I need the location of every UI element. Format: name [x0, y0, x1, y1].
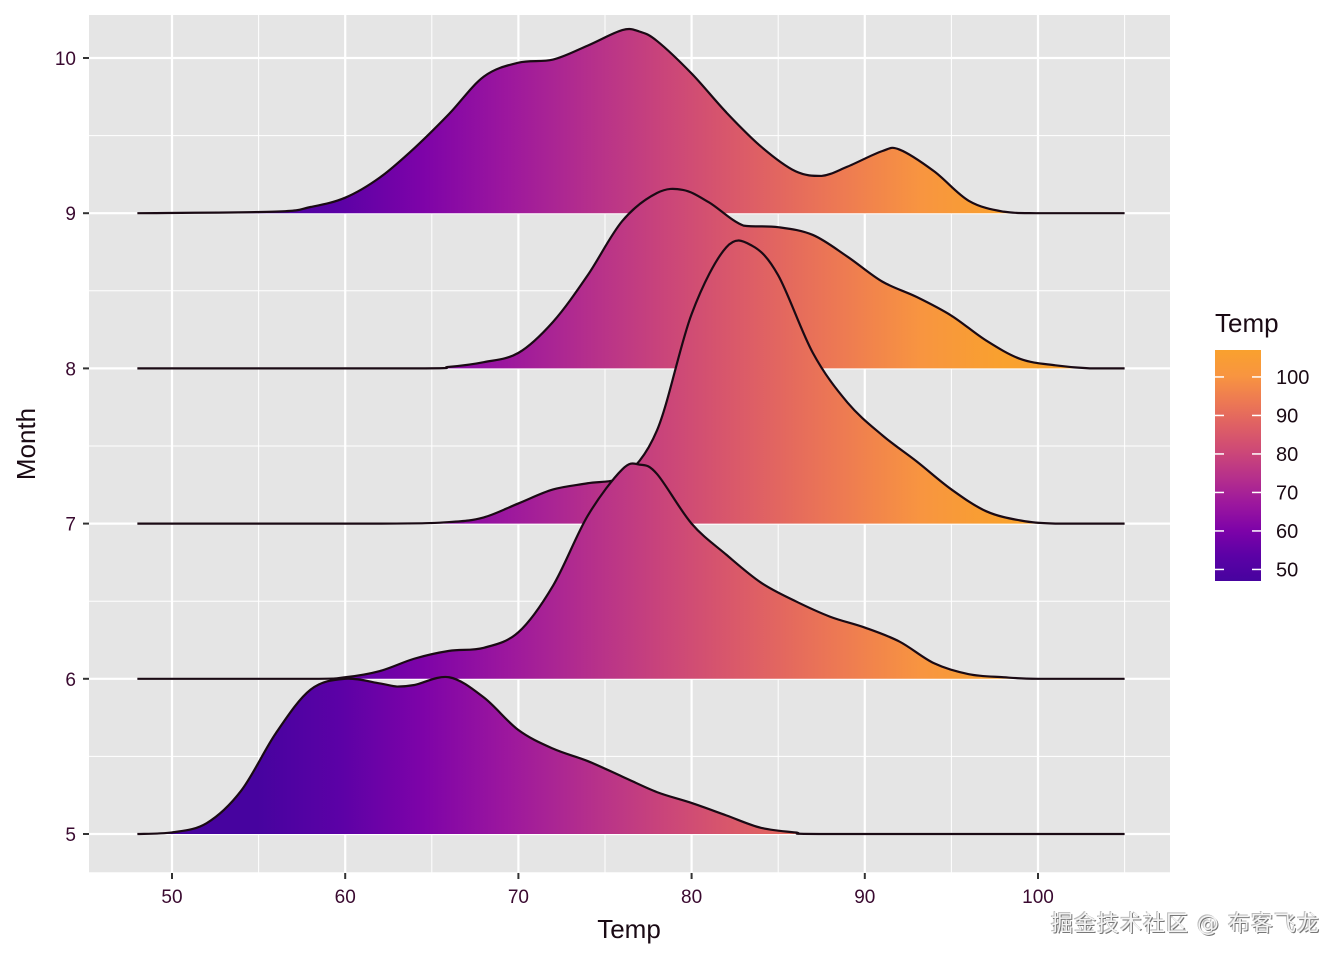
legend-label: 100 — [1276, 367, 1309, 389]
legend-ticks: 100 90 80 70 60 50 — [1215, 367, 1309, 581]
ridge-outline — [137, 675, 1125, 836]
ridge-fill — [137, 188, 1125, 369]
y-tick-label: 6 — [65, 670, 76, 691]
x-tick-label: 100 — [1022, 887, 1054, 908]
legend-label: 90 — [1276, 405, 1298, 427]
legend-title: Temp — [1215, 308, 1279, 338]
ridge-fill — [137, 29, 1125, 214]
y-tick-label: 7 — [65, 515, 76, 536]
legend-label: 60 — [1276, 521, 1298, 543]
ridge-month-7 — [137, 239, 1125, 525]
y-tick-label: 10 — [55, 49, 76, 70]
ridge-fill — [137, 240, 1125, 524]
x-tick-label: 90 — [854, 887, 875, 908]
ridge-month-5 — [137, 675, 1125, 836]
x-tick-label: 70 — [508, 887, 529, 908]
x-tick-label: 50 — [161, 887, 182, 908]
y-tick-label: 8 — [65, 359, 76, 380]
ridges — [137, 27, 1125, 836]
ridge-outline — [137, 462, 1125, 680]
legend-colorbar — [1215, 350, 1261, 581]
y-axis: 5 6 7 8 9 10 — [55, 49, 89, 846]
legend: Temp 100 90 80 70 60 50 — [1215, 308, 1309, 581]
y-tick-label: 5 — [65, 825, 76, 846]
ridge-month-6 — [137, 462, 1125, 680]
x-tick-label: 80 — [681, 887, 702, 908]
x-axis-title: Temp — [597, 914, 661, 944]
ridge-outline — [137, 187, 1125, 370]
x-axis: 50 60 70 80 90 100 — [161, 873, 1054, 908]
legend-label: 50 — [1276, 559, 1298, 581]
ridge-outline — [137, 239, 1125, 525]
ridge-outline — [137, 27, 1125, 215]
ridge-fill — [137, 676, 1125, 834]
x-tick-label: 60 — [335, 887, 356, 908]
y-tick-label: 9 — [65, 204, 76, 225]
y-axis-title: Month — [11, 408, 41, 480]
ridge-month-8 — [137, 187, 1125, 370]
watermark: 掘金技术社区 @ 布客飞龙 — [1051, 912, 1320, 937]
ridge-fill — [137, 463, 1125, 679]
legend-label: 80 — [1276, 444, 1298, 466]
legend-label: 70 — [1276, 482, 1298, 504]
ridge-month-9 — [137, 27, 1125, 215]
